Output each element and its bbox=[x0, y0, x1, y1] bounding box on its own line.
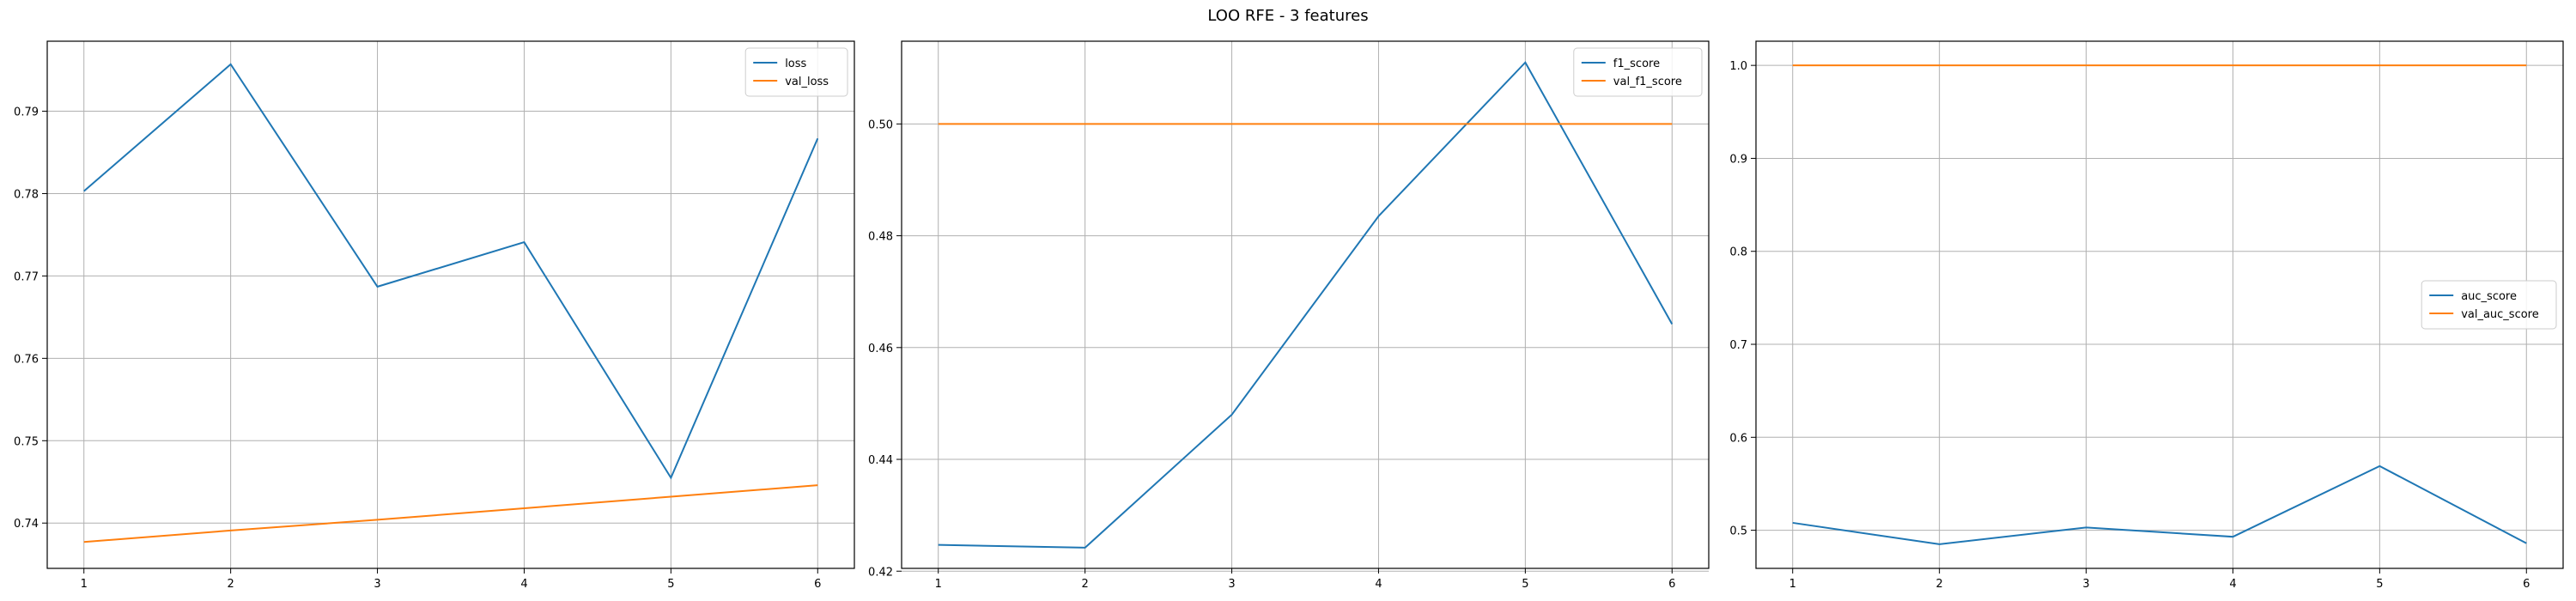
y-tick-label: 0.8 bbox=[1729, 246, 1747, 259]
x-tick-label: 1 bbox=[1789, 578, 1796, 591]
x-tick-label: 5 bbox=[1522, 578, 1528, 591]
y-tick-label: 0.5 bbox=[1729, 525, 1747, 538]
legend: f1_score val_f1_score bbox=[1573, 47, 1703, 97]
series-line-auc_score bbox=[1792, 464, 2527, 545]
legend-label-f1_score: f1_score bbox=[1613, 58, 1660, 70]
y-tick-label: 0.50 bbox=[868, 118, 893, 131]
x-tick-label: 5 bbox=[2376, 578, 2383, 591]
y-tick-label: 0.9 bbox=[1729, 153, 1747, 166]
x-tick-label: 4 bbox=[520, 578, 527, 591]
x-tick-label: 3 bbox=[1228, 578, 1235, 591]
chart-panel-1: 1 2 3 4 5 6 0.74 0.75 0.76 0.77 0.78 0.79 loss val_lo… bbox=[14, 40, 855, 591]
y-tick-label: 0.6 bbox=[1729, 432, 1747, 445]
x-tick-label: 6 bbox=[814, 578, 821, 591]
axes-frame bbox=[901, 40, 1710, 569]
y-tick-label: 0.46 bbox=[868, 343, 893, 355]
legend-label-auc_score: auc_score bbox=[2461, 290, 2517, 303]
y-tick-label: 0.74 bbox=[14, 518, 39, 531]
y-tick-label: 0.48 bbox=[868, 231, 893, 244]
axes-frame bbox=[1755, 40, 2564, 569]
y-tick-label: 1.0 bbox=[1729, 60, 1747, 73]
x-tick-label: 2 bbox=[1081, 578, 1088, 591]
legend-label-loss: loss bbox=[785, 58, 806, 70]
x-tick-label: 3 bbox=[374, 578, 380, 591]
legend-label-val_auc_score: val_auc_score bbox=[2461, 308, 2539, 321]
x-tick-label: 1 bbox=[81, 578, 88, 591]
x-tick-label: 2 bbox=[227, 578, 234, 591]
legend-label-val_loss: val_loss bbox=[785, 76, 829, 88]
x-tick-label: 1 bbox=[935, 578, 942, 591]
axes-frame bbox=[46, 40, 855, 569]
chart-panel-3: 1 2 3 4 5 6 0.5 0.6 0.7 0.8 0.9 1.0 auc_score val_auc… bbox=[1729, 40, 2564, 591]
legend: loss val_loss bbox=[744, 47, 848, 97]
y-tick-label: 0.7 bbox=[1729, 339, 1747, 352]
series-line-f1_score bbox=[938, 61, 1674, 549]
y-tick-label: 0.78 bbox=[14, 188, 39, 201]
x-tick-label: 6 bbox=[1668, 578, 1675, 591]
x-tick-label: 6 bbox=[2523, 578, 2530, 591]
chart-panel-2: 1 2 3 4 5 6 0.42 0.44 0.46 0.48 0.50 f1_score val_f1… bbox=[868, 40, 1710, 591]
y-tick-label: 0.79 bbox=[14, 106, 39, 119]
legend: auc_score val_auc_score bbox=[2421, 280, 2557, 330]
x-tick-label: 5 bbox=[667, 578, 674, 591]
y-tick-label: 0.75 bbox=[14, 435, 39, 448]
x-tick-label: 3 bbox=[2082, 578, 2089, 591]
legend-box bbox=[2421, 280, 2557, 330]
series-line-val_loss bbox=[83, 484, 818, 543]
legend-label-val_f1_score: val_f1_score bbox=[1613, 76, 1682, 88]
y-tick-label: 0.76 bbox=[14, 353, 39, 366]
series-line-loss bbox=[83, 63, 819, 480]
x-tick-label: 2 bbox=[1935, 578, 1942, 591]
legend-box bbox=[1573, 47, 1703, 97]
y-tick-label: 0.77 bbox=[14, 270, 39, 283]
x-tick-label: 4 bbox=[2229, 578, 2236, 591]
x-tick-label: 4 bbox=[1375, 578, 1382, 591]
figure-title: LOO RFE - 3 features bbox=[1207, 7, 1369, 25]
y-tick-label: 0.42 bbox=[868, 566, 893, 579]
y-tick-label: 0.44 bbox=[868, 454, 893, 467]
legend-box bbox=[744, 47, 848, 97]
